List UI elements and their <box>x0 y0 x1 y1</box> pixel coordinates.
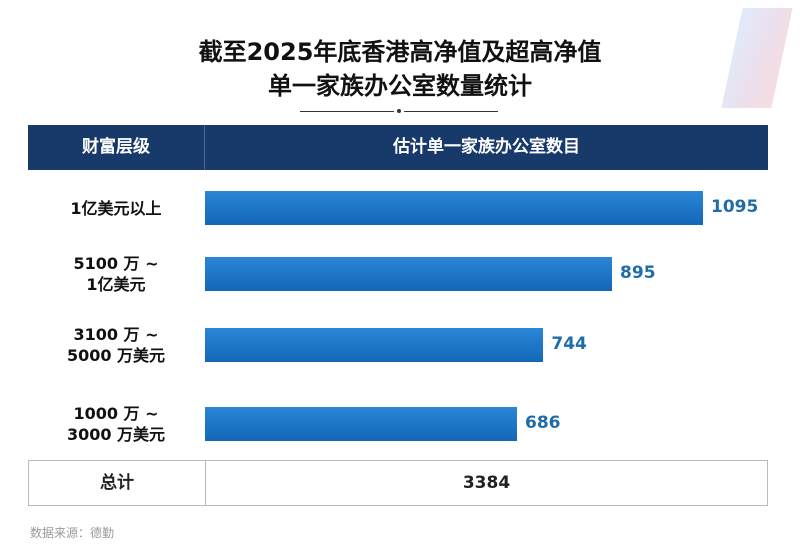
category-label-line: 1000 万 ~ <box>73 404 159 423</box>
table-header: 财富层级 估计单一家族办公室数目 <box>28 125 768 170</box>
total-value: 3384 <box>462 473 511 493</box>
category-label: 1亿美元以上 <box>28 198 204 219</box>
bar <box>205 257 613 291</box>
category-label-line: 5000 万美元 <box>66 346 166 365</box>
bar <box>205 407 517 441</box>
category-label-line: 5100 万 ~ <box>73 254 159 273</box>
category-label-line: 1亿美元以上 <box>70 198 162 218</box>
total-label: 总计 <box>29 461 206 505</box>
title-divider-right <box>404 111 498 112</box>
header-office-count: 估计单一家族办公室数目 <box>393 137 580 157</box>
data-label: 744 <box>551 334 587 354</box>
title-divider-dot <box>397 109 401 113</box>
category-label: 3100 万 ~ 5000 万美元 <box>28 324 204 366</box>
bar <box>205 191 703 225</box>
chart-title-line-1: 截至2025年底香港高净值及超高净值 <box>198 38 602 66</box>
bar <box>205 328 544 362</box>
category-label: 5100 万 ~ 1亿美元 <box>28 253 204 295</box>
header-wealth-tier: 财富层级 <box>28 125 205 170</box>
data-label: 686 <box>524 413 561 433</box>
total-row: 总计 3384 <box>28 460 768 506</box>
title-divider-left <box>300 111 394 112</box>
data-source: 数据来源：德勤 <box>30 526 115 540</box>
data-label: 895 <box>620 263 656 283</box>
category-label-line: 3000 万美元 <box>66 425 166 444</box>
category-label-line: 3100 万 ~ <box>73 325 159 344</box>
category-label-line: 1亿美元 <box>86 275 146 294</box>
data-label: 1095 <box>711 197 759 217</box>
chart-title-line-2: 单一家族办公室数量统计 <box>268 72 532 100</box>
category-label: 1000 万 ~ 3000 万美元 <box>28 403 204 445</box>
